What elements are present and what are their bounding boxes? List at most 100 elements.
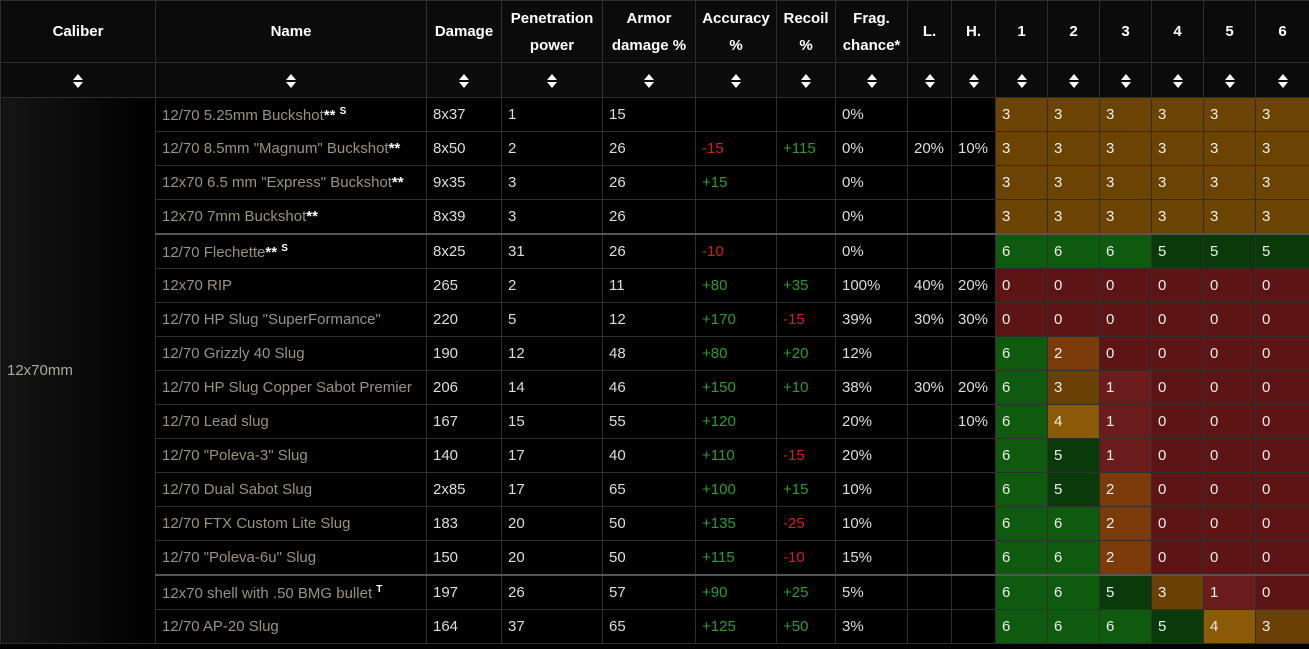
header-class-6[interactable]: 6 [1255, 0, 1309, 63]
ammo-name[interactable]: 12/70 FTX Custom Lite Slug [155, 506, 427, 541]
ammo-name[interactable]: 12x70 shell with .50 BMG bullet T [155, 574, 427, 610]
sort-icon[interactable] [866, 73, 877, 88]
ammo-name[interactable]: 12/70 Grizzly 40 Slug [155, 336, 427, 371]
ammo-name[interactable]: 12/70 8.5mm "Magnum" Buckshot** [155, 131, 427, 166]
sort-icon[interactable] [1016, 73, 1027, 88]
sort-icon[interactable] [1068, 73, 1079, 88]
ammo-name[interactable]: 12x70 7mm Buckshot** [155, 199, 427, 235]
penetration-cell: 17 [501, 472, 603, 507]
sort-icon[interactable] [968, 73, 979, 88]
sort-icon[interactable] [1224, 73, 1235, 88]
header-accuracy[interactable]: Accuracy % [695, 0, 777, 63]
sort-caliber[interactable] [0, 62, 156, 98]
table-row[interactable]: 12/70 Grizzly 40 Slug 190 12 48 +80 +20 12% 6 2 0… [1, 336, 1309, 371]
ammo-name[interactable]: 12x70 RIP [155, 268, 427, 303]
recoil-cell [776, 199, 836, 235]
sort-class-2[interactable] [1047, 62, 1100, 98]
table-row[interactable]: 12x70 RIP 265 2 11 +80 +35 100% 40% 20% 0 0 0 0 0 0 [1, 268, 1309, 303]
header-recoil[interactable]: Recoil % [776, 0, 836, 63]
sort-heavy-bleed[interactable] [951, 62, 996, 98]
frag-chance-cell: 0% [835, 97, 908, 132]
table-row[interactable]: 12/70 Dual Sabot Slug 2x85 17 65 +100 +15 10% 6… [1, 472, 1309, 507]
damage-cell: 164 [426, 609, 502, 644]
table-row[interactable]: 12/70 AP-20 Slug 164 37 65 +125 +50 3% 6 6 6 5 4 3 [1, 609, 1309, 644]
table-row[interactable]: 12x70 6.5 mm "Express" Buckshot** 9x35 3 26… [1, 165, 1309, 200]
table-row[interactable]: 12/70 Lead slug 167 15 55 +120 20% 10% 6 4 1 0 0 0 [1, 404, 1309, 439]
header-class-5[interactable]: 5 [1203, 0, 1256, 63]
ammo-name[interactable]: 12/70 HP Slug Copper Sabot Premier [155, 370, 427, 405]
ammo-name[interactable]: 12/70 Dual Sabot Slug [155, 472, 427, 507]
header-caliber[interactable]: Caliber [0, 0, 156, 63]
sort-penetration[interactable] [501, 62, 603, 98]
sort-class-5[interactable] [1203, 62, 1256, 98]
armor-damage-cell: 26 [602, 199, 696, 235]
table-row[interactable]: 12/70 8.5mm "Magnum" Buckshot** 8x50 2 26 -1… [1, 131, 1309, 166]
header-name[interactable]: Name [155, 0, 427, 63]
armor-class-6-cell: 0 [1255, 472, 1309, 507]
armor-class-6-cell: 5 [1255, 233, 1309, 269]
table-row[interactable]: 12x70 shell with .50 BMG bullet T 197 26 57… [1, 574, 1309, 610]
table-row[interactable]: 12x70mm 12/70 5.25mm Buckshot** S 8x37 1 15 0… [0, 97, 1309, 644]
header-light-bleed[interactable]: L. [907, 0, 952, 63]
damage-cell: 206 [426, 370, 502, 405]
header-damage[interactable]: Damage [426, 0, 502, 63]
sort-armor-damage[interactable] [602, 62, 696, 98]
header-class-3[interactable]: 3 [1099, 0, 1152, 63]
ammo-name[interactable]: 12/70 "Poleva-3" Slug [155, 438, 427, 473]
header-class-2[interactable]: 2 [1047, 0, 1100, 63]
sort-recoil[interactable] [776, 62, 836, 98]
header-class-1[interactable]: 1 [995, 0, 1048, 63]
table-row[interactable]: 12/70 FTX Custom Lite Slug 183 20 50 +135 -25… [1, 506, 1309, 541]
damage-cell: 167 [426, 404, 502, 439]
sort-icon[interactable] [459, 73, 469, 88]
sort-icon[interactable] [731, 73, 741, 88]
table-row[interactable]: 12/70 "Poleva-6u" Slug 150 20 50 +115 -10 15% 6… [1, 540, 1309, 576]
sort-name[interactable] [155, 62, 427, 98]
ammo-name[interactable]: 12/70 HP Slug "SuperFormance" [155, 302, 427, 337]
caliber-cell: 12x70mm [0, 97, 156, 644]
ammo-name[interactable]: 12/70 5.25mm Buckshot** S [155, 97, 427, 132]
sort-icon[interactable] [644, 73, 654, 88]
sort-icon[interactable] [1277, 73, 1288, 88]
sort-icon[interactable] [801, 73, 811, 88]
sort-icon[interactable] [924, 73, 935, 88]
sort-class-3[interactable] [1099, 62, 1152, 98]
table-row[interactable]: 12/70 Flechette** S 8x25 31 26 -10 0% 6 6 6 5 5 5 [1, 233, 1309, 269]
ammo-name[interactable]: 12/70 AP-20 Slug [155, 609, 427, 644]
table-row[interactable]: 12x70 7mm Buckshot** 8x39 3 26 0% 3 3 3 3 3 3 [1, 199, 1309, 235]
sort-icon[interactable] [1120, 73, 1131, 88]
ammo-name[interactable]: 12/70 "Poleva-6u" Slug [155, 540, 427, 576]
header-penetration[interactable]: Penetration power [501, 0, 603, 63]
armor-class-2-cell: 3 [1047, 165, 1100, 200]
sort-class-1[interactable] [995, 62, 1048, 98]
header-frag-chance[interactable]: Frag. chance* [835, 0, 908, 63]
header-class-4[interactable]: 4 [1151, 0, 1204, 63]
sort-damage[interactable] [426, 62, 502, 98]
table-row[interactable]: 12/70 "Poleva-3" Slug 140 17 40 +110 -15 20% 6 5… [1, 438, 1309, 473]
ammo-name[interactable]: 12/70 Flechette** S [155, 233, 427, 269]
damage-cell: 265 [426, 268, 502, 303]
sort-light-bleed[interactable] [907, 62, 952, 98]
armor-class-5-cell: 0 [1203, 506, 1256, 541]
armor-class-2-cell: 4 [1047, 404, 1100, 439]
sort-icon[interactable] [547, 73, 557, 88]
table-row[interactable]: 12/70 HP Slug "SuperFormance" 220 5 12 +170-… [1, 302, 1309, 337]
sort-frag-chance[interactable] [835, 62, 908, 98]
recoil-cell: +15 [776, 472, 836, 507]
armor-class-1-cell: 6 [995, 404, 1048, 439]
sort-class-6[interactable] [1255, 62, 1309, 98]
header-heavy-bleed[interactable]: H. [951, 0, 996, 63]
armor-class-6-cell: 0 [1255, 302, 1309, 337]
armor-class-1-cell: 3 [995, 131, 1048, 166]
light-bleed-cell: 20% [907, 131, 952, 166]
sort-icon[interactable] [73, 73, 83, 88]
ammo-name[interactable]: 12x70 6.5 mm "Express" Buckshot** [155, 165, 427, 200]
header-armor-damage[interactable]: Armor damage % [602, 0, 696, 63]
sort-icon[interactable] [286, 73, 296, 88]
sort-accuracy[interactable] [695, 62, 777, 98]
sort-class-4[interactable] [1151, 62, 1204, 98]
ammo-name[interactable]: 12/70 Lead slug [155, 404, 427, 439]
table-row[interactable]: 12/70 HP Slug Copper Sabot Premier 206 14 4… [1, 370, 1309, 405]
armor-class-4-cell: 0 [1151, 268, 1204, 303]
sort-icon[interactable] [1172, 73, 1183, 88]
